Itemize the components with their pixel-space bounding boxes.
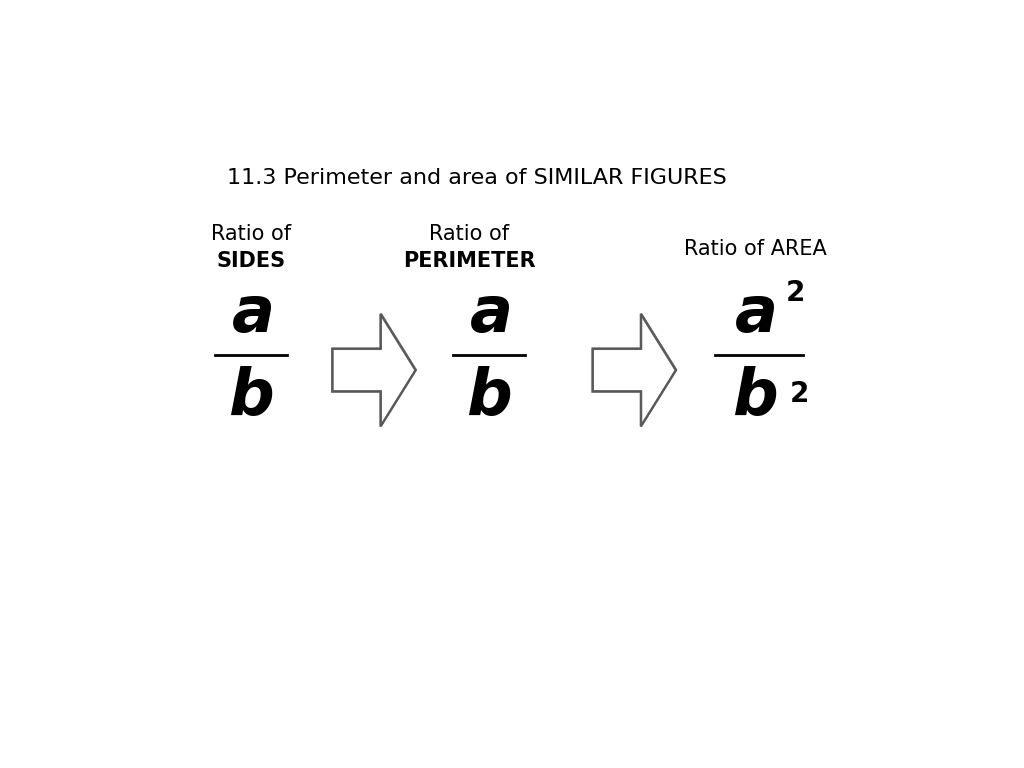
Text: $\boldsymbol{b}$: $\boldsymbol{b}$ (228, 370, 273, 429)
Text: $\boldsymbol{a}$: $\boldsymbol{a}$ (230, 287, 271, 346)
Text: SIDES: SIDES (216, 250, 286, 270)
Text: PERIMETER: PERIMETER (402, 250, 536, 270)
Text: $\boldsymbol{a}$: $\boldsymbol{a}$ (469, 287, 510, 346)
Text: $\boldsymbol{b}$: $\boldsymbol{b}$ (732, 370, 777, 429)
Text: $\boldsymbol{a}$: $\boldsymbol{a}$ (734, 287, 775, 346)
Text: Ratio of AREA: Ratio of AREA (684, 239, 826, 259)
Text: 11.3 Perimeter and area of SIMILAR FIGURES: 11.3 Perimeter and area of SIMILAR FIGUR… (227, 168, 727, 188)
Text: $\boldsymbol{b}$: $\boldsymbol{b}$ (467, 370, 512, 429)
Text: $\mathbf{2}$: $\mathbf{2}$ (785, 280, 804, 307)
Text: Ratio of: Ratio of (429, 224, 509, 244)
Text: Ratio of: Ratio of (211, 224, 291, 244)
Text: $\mathbf{2}$: $\mathbf{2}$ (790, 379, 808, 408)
